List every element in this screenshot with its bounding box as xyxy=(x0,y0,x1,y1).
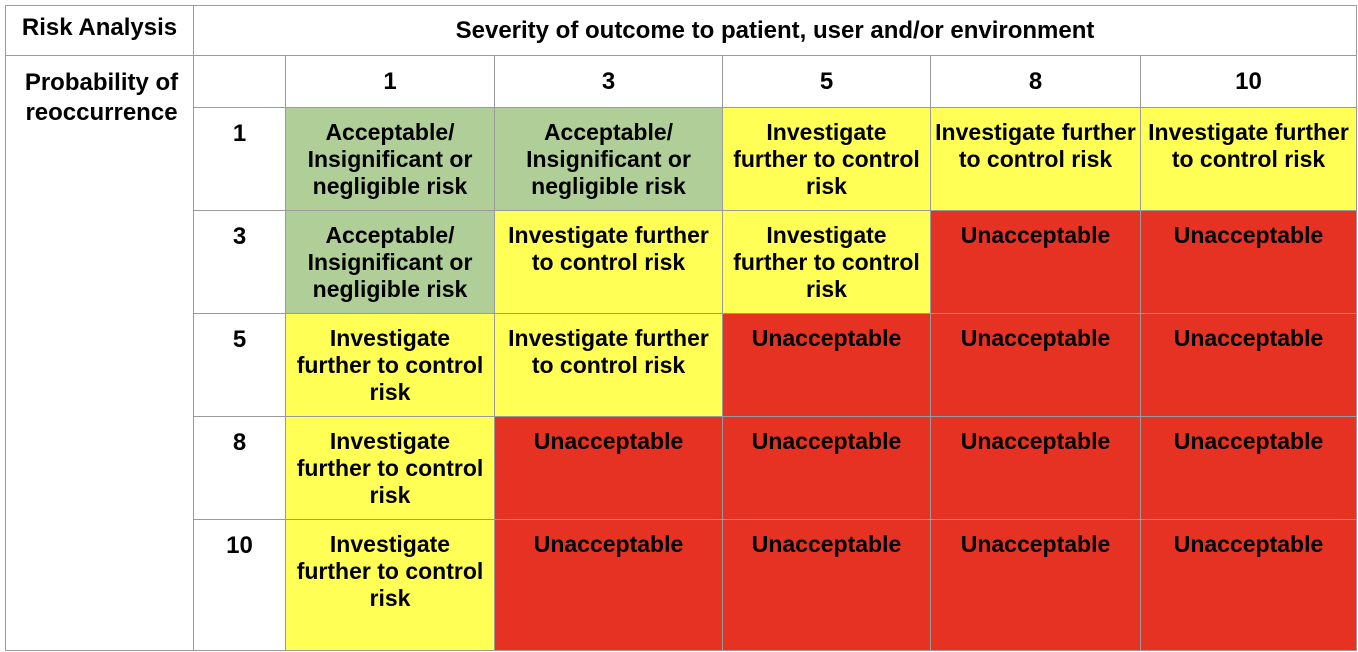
risk-cell: Acceptable/ Insignificant or negligible … xyxy=(495,108,723,211)
risk-cell: Unacceptable xyxy=(495,520,723,651)
risk-cell: Investigate further to control risk xyxy=(723,211,931,314)
risk-cell: Unacceptable xyxy=(1141,314,1357,417)
risk-cell: Acceptable/ Insignificant or negligible … xyxy=(286,211,495,314)
severity-level-1: 1 xyxy=(286,56,495,108)
risk-cell: Investigate further to control risk xyxy=(931,108,1141,211)
severity-level-5: 5 xyxy=(723,56,931,108)
probability-label: Probability of reoccurrence xyxy=(6,56,194,651)
risk-cell: Unacceptable xyxy=(931,211,1141,314)
risk-cell: Investigate further to control risk xyxy=(495,314,723,417)
risk-cell: Unacceptable xyxy=(931,314,1141,417)
risk-cell: Unacceptable xyxy=(1141,520,1357,651)
probability-level-3: 3 xyxy=(194,211,286,314)
risk-cell: Unacceptable xyxy=(723,520,931,651)
risk-cell: Unacceptable xyxy=(495,417,723,520)
risk-matrix-table: Risk Analysis Severity of outcome to pat… xyxy=(5,5,1357,651)
risk-cell: Investigate further to control risk xyxy=(495,211,723,314)
risk-cell: Investigate further to control risk xyxy=(286,314,495,417)
severity-header: Severity of outcome to patient, user and… xyxy=(194,6,1357,56)
risk-cell: Investigate further to control risk xyxy=(1141,108,1357,211)
risk-cell: Unacceptable xyxy=(1141,211,1357,314)
probability-level-10: 10 xyxy=(194,520,286,651)
risk-cell: Unacceptable xyxy=(1141,417,1357,520)
risk-cell: Investigate further to control risk xyxy=(286,520,495,651)
severity-level-10: 10 xyxy=(1141,56,1357,108)
risk-cell: Unacceptable xyxy=(931,520,1141,651)
probability-level-8: 8 xyxy=(194,417,286,520)
risk-cell: Acceptable/ Insignificant or negligible … xyxy=(286,108,495,211)
risk-cell: Investigate further to control risk xyxy=(723,108,931,211)
severity-level-3: 3 xyxy=(495,56,723,108)
probability-level-5: 5 xyxy=(194,314,286,417)
risk-cell: Unacceptable xyxy=(723,314,931,417)
risk-cell: Unacceptable xyxy=(723,417,931,520)
header-spacer xyxy=(194,56,286,108)
risk-cell: Unacceptable xyxy=(931,417,1141,520)
severity-level-8: 8 xyxy=(931,56,1141,108)
corner-header: Risk Analysis xyxy=(6,6,194,56)
risk-cell: Investigate further to control risk xyxy=(286,417,495,520)
probability-level-1: 1 xyxy=(194,108,286,211)
